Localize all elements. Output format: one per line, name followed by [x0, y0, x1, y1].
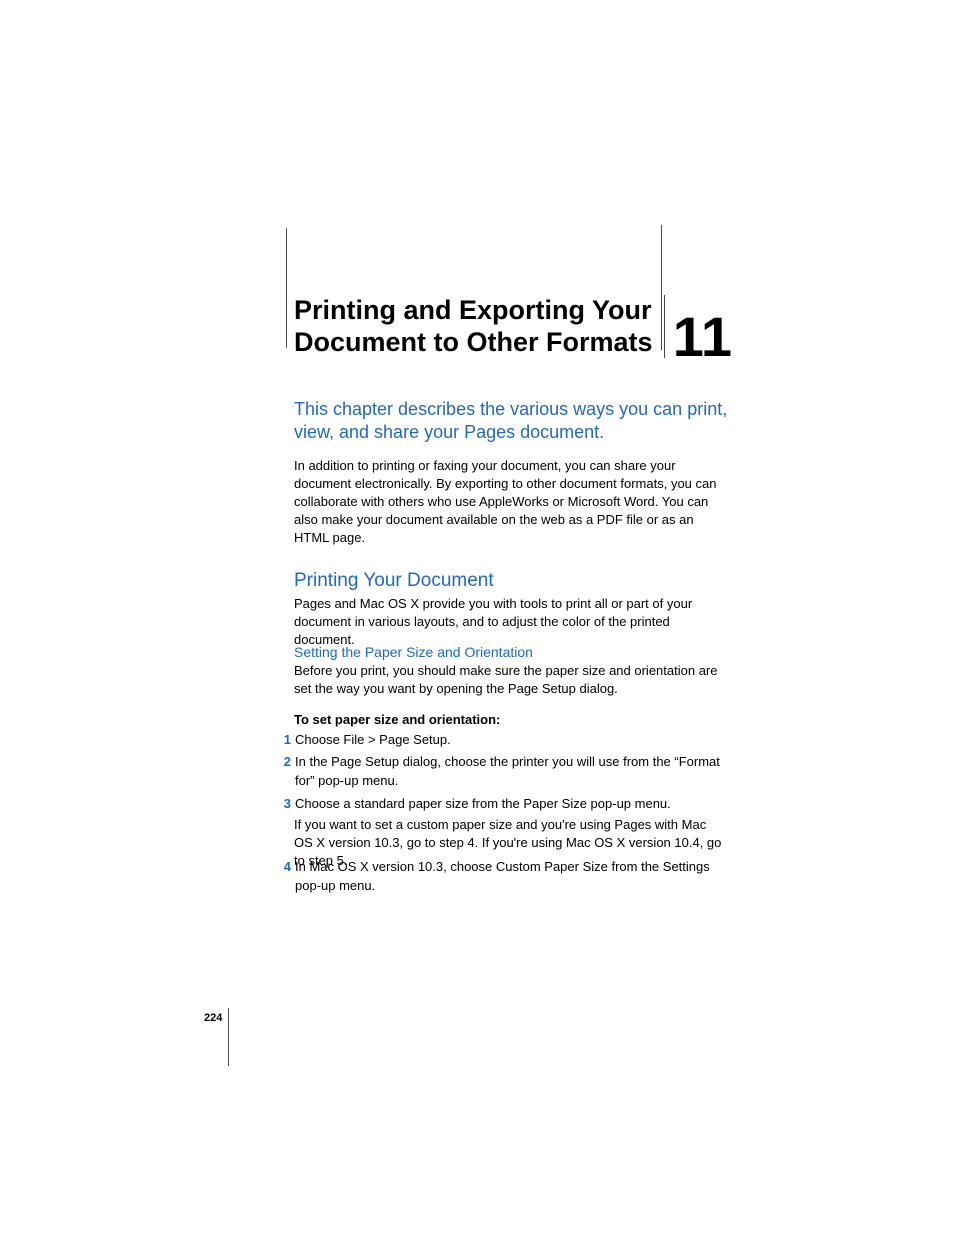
document-page: Printing and Exporting Your Document to …	[0, 0, 954, 1235]
footer-rule	[228, 1008, 229, 1066]
section-heading: Printing Your Document	[294, 570, 494, 592]
step-text: In Mac OS X version 10.3, choose Custom …	[295, 858, 728, 896]
step-number: 3	[281, 795, 291, 814]
rule-left	[286, 228, 287, 348]
step-text: Choose File > Page Setup.	[295, 731, 728, 750]
step-text: In the Page Setup dialog, choose the pri…	[295, 753, 728, 791]
subsection-body: Before you print, you should make sure t…	[294, 662, 728, 698]
step-item: 2 In the Page Setup dialog, choose the p…	[281, 753, 728, 791]
title-divider	[664, 295, 665, 358]
chapter-intro: This chapter describes the various ways …	[294, 398, 728, 445]
section-body: Pages and Mac OS X provide you with tool…	[294, 595, 728, 649]
chapter-title: Printing and Exporting Your Document to …	[294, 295, 654, 359]
step-number: 2	[281, 753, 291, 772]
intro-paragraph: In addition to printing or faxing your d…	[294, 457, 728, 547]
subsection-heading: Setting the Paper Size and Orientation	[294, 644, 533, 660]
page-number: 224	[204, 1012, 222, 1024]
chapter-number: 11	[673, 310, 732, 363]
step-item: 1 Choose File > Page Setup.	[281, 731, 728, 750]
step-number: 4	[281, 858, 291, 877]
step-item: 3 Choose a standard paper size from the …	[281, 795, 728, 814]
procedure-label: To set paper size and orientation:	[294, 712, 500, 727]
step-item: 4 In Mac OS X version 10.3, choose Custo…	[281, 858, 728, 896]
step-text: Choose a standard paper size from the Pa…	[295, 795, 728, 814]
chapter-title-block: Printing and Exporting Your Document to …	[294, 295, 732, 359]
step-number: 1	[281, 731, 291, 750]
